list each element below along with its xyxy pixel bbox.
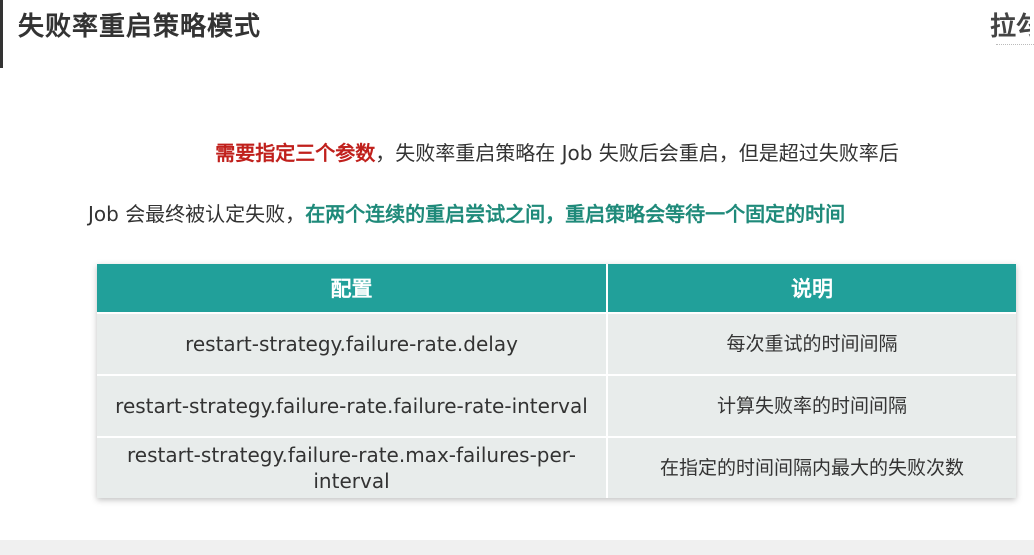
table-row: restart-strategy.failure-rate.failure-ra… [97,374,1016,437]
intro-line-1-text: ，失败率重启策略在 Job 失败后会重启，但是超过失败率后 [375,141,899,165]
brand-divider [996,44,1034,46]
intro-line-2: Job 会最终被认定失败，在两个连续的重启尝试之间，重启策略会等待一个固定的时间 [88,198,845,227]
bottom-band [0,540,1034,555]
intro-line-2-text: Job 会最终被认定失败， [88,202,306,226]
intro-highlight-teal: 在两个连续的重启尝试之间，重启策略会等待一个固定的时间 [305,202,846,226]
intro-line-1: 需要指定三个参数，失败率重启策略在 Job 失败后会重启，但是超过失败率后 [0,137,1034,166]
description-cell: 在指定的时间间隔内最大的失败次数 [607,436,1016,498]
config-table: 配置 说明 restart-strategy.failure-rate.dela… [97,264,1016,498]
column-header-description: 说明 [607,264,1016,313]
description-cell: 计算失败率的时间间隔 [607,374,1016,437]
config-key-cell: restart-strategy.failure-rate.max-failur… [97,436,608,498]
description-cell: 每次重试的时间间隔 [607,312,1016,375]
intro-highlight-red: 需要指定三个参数 [215,141,376,165]
column-header-config: 配置 [97,264,608,313]
table-header-row: 配置 说明 [97,264,1016,313]
title-accent-bar [0,0,3,68]
config-key-cell: restart-strategy.failure-rate.failure-ra… [97,374,608,437]
table-row: restart-strategy.failure-rate.max-failur… [97,436,1016,498]
slide-title: 失败率重启策略模式 [18,12,262,42]
config-key-cell: restart-strategy.failure-rate.delay [97,312,608,375]
table-row: restart-strategy.failure-rate.delay 每次重试… [97,312,1016,375]
brand-logo: 拉勾 [990,12,1030,42]
